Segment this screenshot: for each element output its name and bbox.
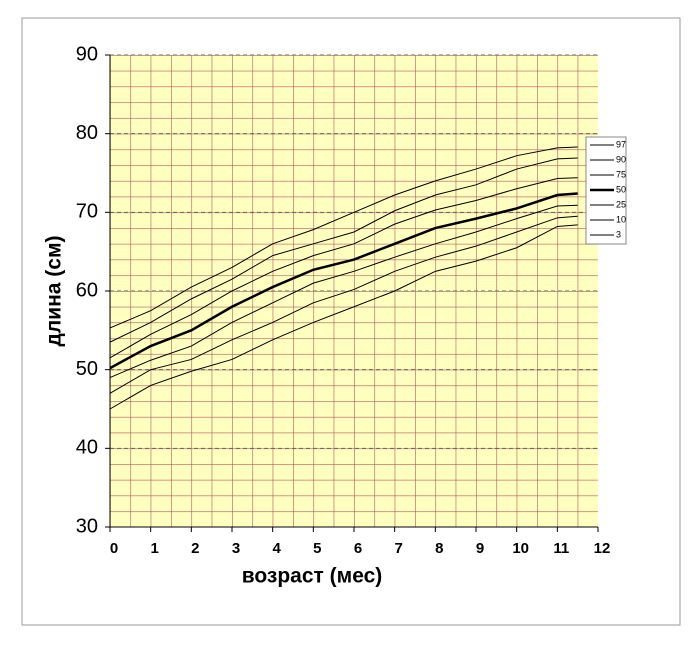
legend-label: 75 bbox=[616, 169, 626, 179]
x-tick-label: 2 bbox=[191, 540, 199, 557]
y-axis-label: длина (см) bbox=[43, 236, 66, 347]
legend-label: 3 bbox=[616, 229, 621, 239]
x-tick-label: 1 bbox=[150, 540, 158, 557]
percentile-line bbox=[109, 204, 578, 378]
y-tick-label: 60 bbox=[76, 279, 98, 301]
percentile-line bbox=[109, 215, 578, 394]
x-tick-label: 4 bbox=[272, 540, 281, 557]
y-tick-label: 50 bbox=[76, 358, 98, 380]
y-tick-label: 30 bbox=[76, 515, 98, 537]
legend-label: 97 bbox=[616, 139, 626, 149]
x-tick-label: 8 bbox=[435, 540, 443, 557]
percentile-line bbox=[109, 224, 578, 410]
x-tick-label: 12 bbox=[594, 540, 611, 557]
x-tick-label: 6 bbox=[354, 540, 362, 557]
x-tick-label: 0 bbox=[110, 540, 118, 557]
percentile-line bbox=[109, 192, 578, 370]
legend-label: 10 bbox=[616, 214, 626, 224]
legend-label: 50 bbox=[616, 184, 626, 194]
x-axis-label: возраст (мес) bbox=[242, 565, 383, 588]
x-tick-label: 3 bbox=[232, 540, 240, 557]
legend-label: 90 bbox=[616, 154, 626, 164]
x-tick-label: 7 bbox=[394, 540, 402, 557]
y-tick-label: 40 bbox=[76, 437, 98, 459]
percentile-line bbox=[109, 157, 578, 343]
x-tick-label: 5 bbox=[313, 540, 321, 557]
percentile-line bbox=[109, 146, 578, 329]
percentile-line bbox=[109, 177, 578, 359]
legend-label: 25 bbox=[616, 199, 626, 209]
y-tick-label: 80 bbox=[76, 122, 98, 144]
x-tick-label: 11 bbox=[553, 540, 569, 557]
x-tick-label: 9 bbox=[476, 540, 484, 557]
x-tick-label: 10 bbox=[512, 540, 529, 557]
y-tick-label: 70 bbox=[76, 201, 98, 223]
y-tick-label: 90 bbox=[76, 43, 98, 65]
